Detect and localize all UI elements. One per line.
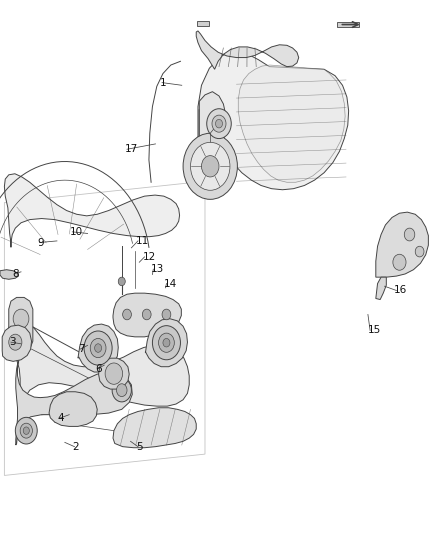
Circle shape (201, 156, 219, 177)
Circle shape (112, 378, 131, 402)
Text: 17: 17 (125, 144, 138, 154)
Polygon shape (376, 277, 386, 300)
Circle shape (15, 417, 37, 444)
Text: 15: 15 (368, 326, 381, 335)
Polygon shape (113, 293, 181, 337)
Polygon shape (198, 51, 349, 190)
Circle shape (183, 133, 237, 199)
Circle shape (142, 309, 151, 320)
Polygon shape (196, 31, 299, 69)
Text: 3: 3 (9, 337, 15, 347)
Circle shape (90, 338, 106, 358)
Text: 16: 16 (394, 286, 407, 295)
Text: 12: 12 (142, 252, 155, 262)
Circle shape (123, 309, 131, 320)
Circle shape (159, 333, 174, 352)
Text: 7: 7 (78, 344, 85, 354)
Text: 11: 11 (136, 236, 149, 246)
Polygon shape (0, 270, 18, 279)
Text: 10: 10 (70, 227, 83, 237)
Circle shape (191, 142, 230, 190)
Circle shape (163, 338, 170, 347)
Polygon shape (337, 22, 359, 27)
Circle shape (20, 423, 32, 438)
Text: 6: 6 (95, 364, 102, 374)
Circle shape (393, 254, 406, 270)
Polygon shape (199, 92, 226, 193)
Polygon shape (4, 174, 180, 247)
Polygon shape (376, 212, 428, 277)
Circle shape (404, 228, 415, 241)
Polygon shape (78, 324, 118, 372)
Circle shape (215, 119, 223, 128)
Circle shape (117, 384, 127, 397)
Text: 1: 1 (160, 78, 166, 87)
Polygon shape (197, 21, 209, 26)
Text: 13: 13 (151, 264, 164, 274)
Text: 4: 4 (57, 414, 64, 423)
Text: 2: 2 (72, 442, 79, 451)
Circle shape (207, 109, 231, 139)
Circle shape (212, 115, 226, 132)
Circle shape (23, 427, 29, 434)
Circle shape (84, 331, 112, 365)
Polygon shape (145, 319, 187, 367)
Polygon shape (2, 325, 32, 361)
Polygon shape (238, 65, 345, 182)
Polygon shape (16, 352, 132, 445)
Polygon shape (113, 408, 196, 448)
Text: 9: 9 (37, 238, 44, 247)
Circle shape (16, 332, 26, 345)
Circle shape (95, 344, 102, 352)
Polygon shape (9, 297, 33, 353)
Circle shape (118, 277, 125, 286)
Polygon shape (8, 320, 189, 422)
Circle shape (415, 246, 424, 257)
Circle shape (13, 309, 29, 328)
Circle shape (9, 334, 22, 350)
Circle shape (162, 309, 171, 320)
Circle shape (105, 363, 123, 384)
Text: 14: 14 (164, 279, 177, 288)
Polygon shape (49, 392, 97, 426)
Circle shape (152, 326, 180, 360)
Text: 5: 5 (136, 442, 142, 451)
Text: 8: 8 (12, 269, 18, 279)
Polygon shape (99, 358, 129, 389)
